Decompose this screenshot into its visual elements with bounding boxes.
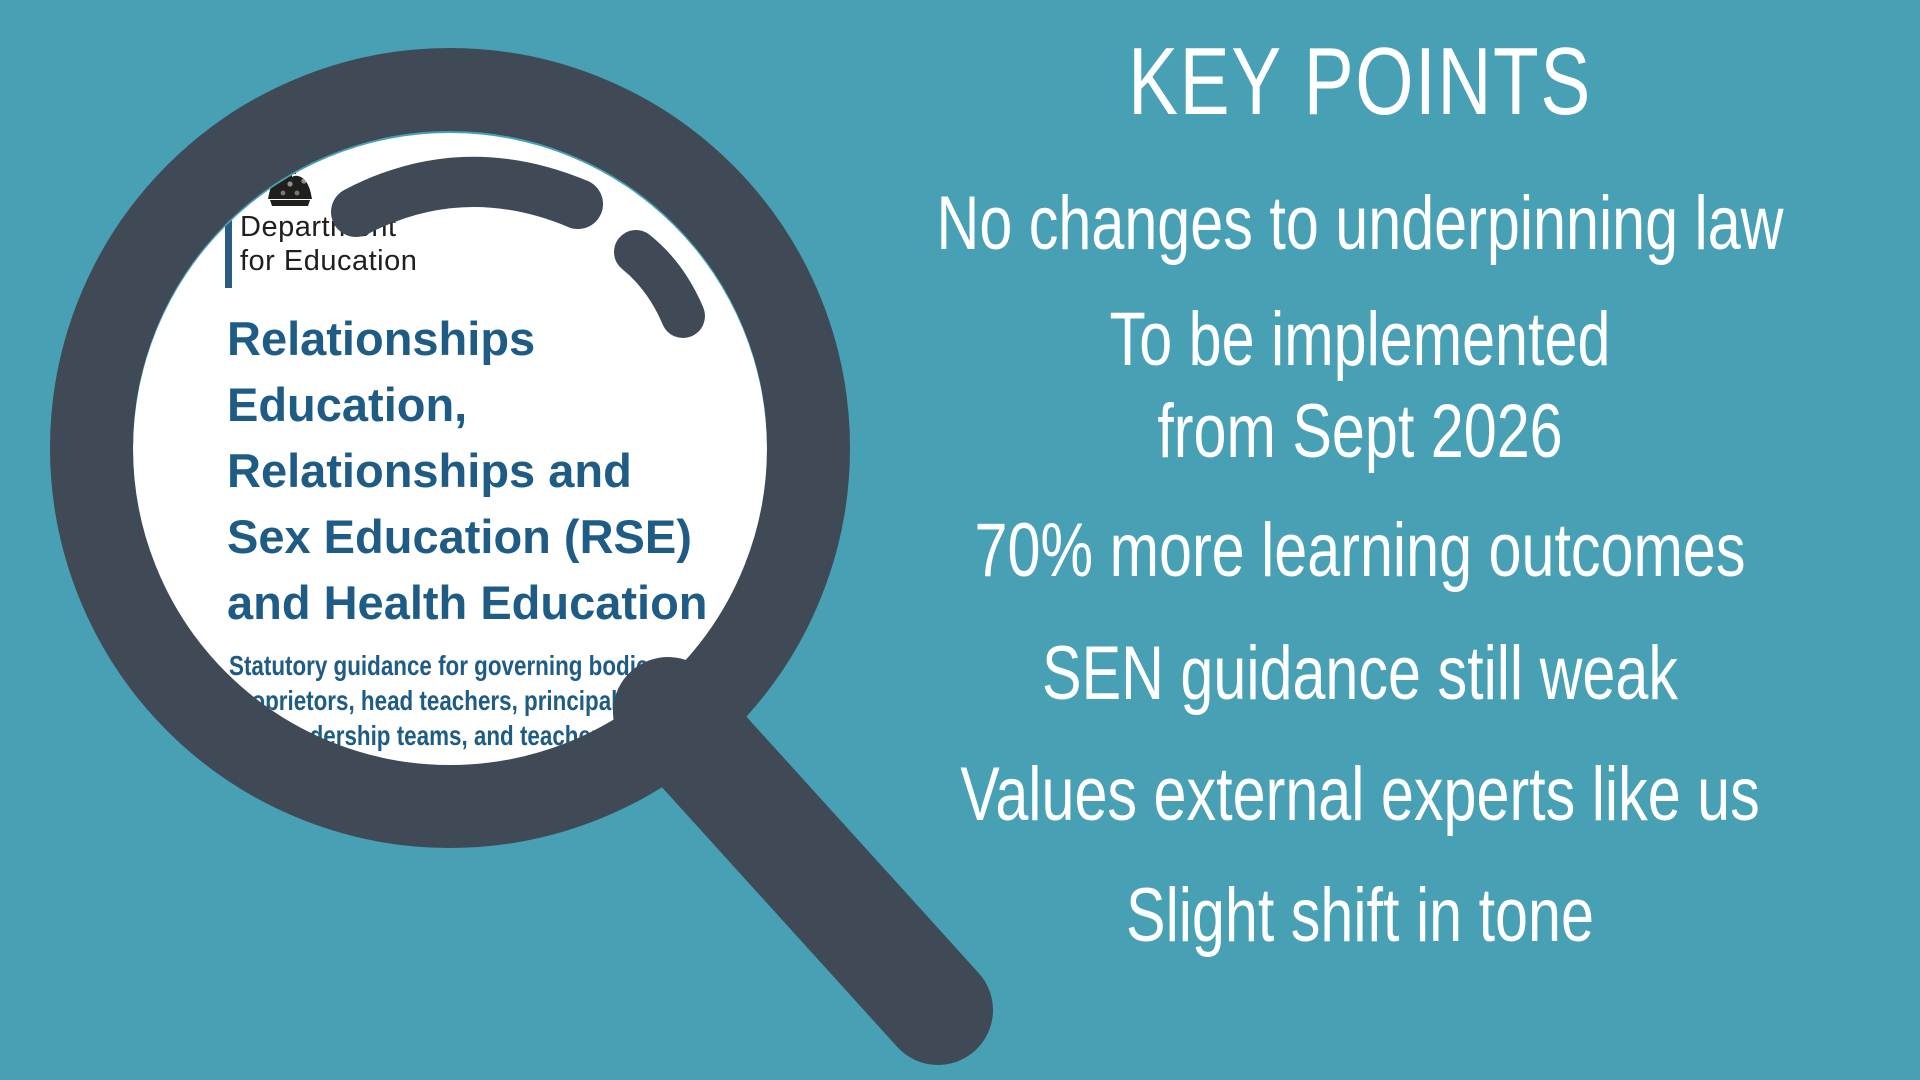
key-points-panel: KEY POINTS No changes to underpinning la… [800, 0, 1920, 1080]
bullet-sen-guidance: SEN guidance still weak [1042, 631, 1678, 716]
document-title-line: and Health Education [227, 576, 708, 629]
dfe-logo-text: Department for Education [240, 210, 417, 278]
document-subtitle: Statutory guidance for governing bodies,… [205, 648, 668, 753]
bullet-external-experts: Values external experts like us [960, 752, 1760, 837]
dfe-crown-icon [268, 166, 312, 206]
bullet-implemented-line2: from Sept 2026 [1157, 389, 1563, 474]
document-title-line: Relationships and [227, 444, 632, 497]
dfe-org-line1: Department [240, 211, 397, 243]
bullet-no-changes-law: No changes to underpinning law [936, 181, 1784, 266]
document-title-line: Sex Education (RSE) [227, 510, 692, 563]
key-points-heading: KEY POINTS [1128, 28, 1592, 135]
document-title-line: Relationships [227, 312, 536, 365]
document-title-line: Education, [227, 378, 468, 431]
document-subtitle-line: Statutory guidance for governing bodies, [229, 650, 668, 681]
bullet-implemented-line1: To be implemented [1109, 297, 1611, 382]
document-subtitle-line: senior leadership teams, and teachers [205, 720, 613, 751]
dfe-logo-bar [225, 214, 232, 288]
document-cover: Department for Education Relationships E… [133, 133, 767, 767]
dfe-org-line2: for Education [240, 245, 418, 277]
bullet-learning-outcomes: 70% more learning outcomes [974, 508, 1746, 593]
bullet-shift-in-tone: Slight shift in tone [1126, 873, 1594, 958]
document-subtitle-line: proprietors, head teachers, principals, [229, 685, 637, 716]
document-title: Relationships Education, Relationships a… [227, 306, 708, 636]
